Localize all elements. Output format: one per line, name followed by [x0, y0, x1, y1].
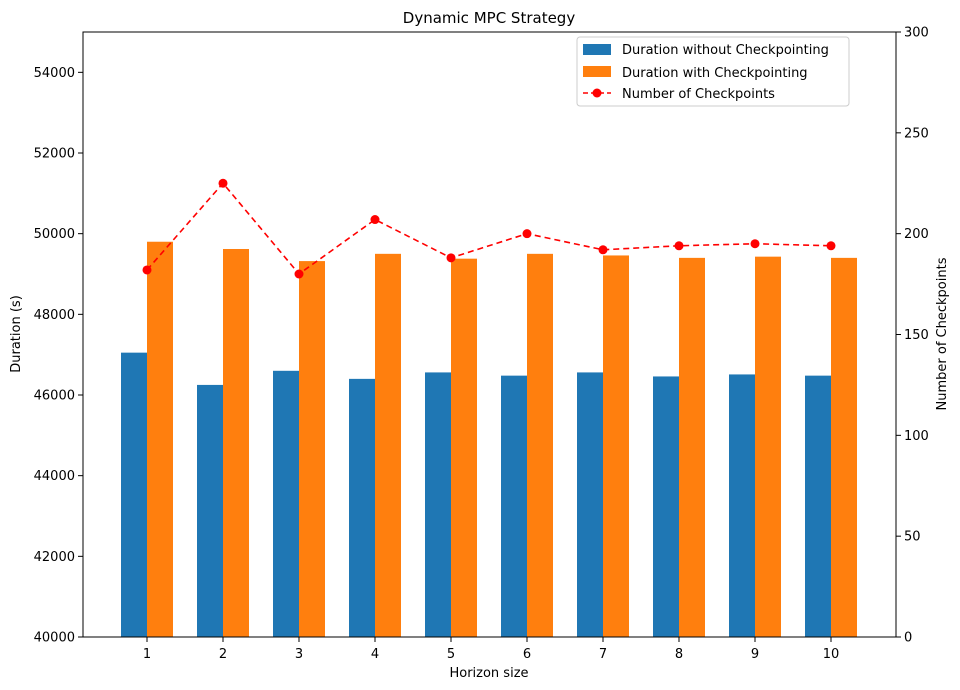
checkpoint-point-3 [294, 269, 304, 279]
x-axis: 1 2 3 4 5 6 7 8 9 10 [143, 637, 839, 662]
y-tick-label-46000: 46000 [34, 389, 75, 404]
y2-tick-label-200: 200 [904, 227, 929, 242]
y2-tick-label-250: 250 [904, 126, 929, 141]
bar-without-8 [653, 376, 679, 637]
bar-with-7 [603, 255, 629, 638]
checkpoints-line [146, 182, 832, 276]
y-tick-label-44000: 44000 [34, 469, 75, 484]
legend-label-checkpoints: Number of Checkpoints [622, 87, 775, 102]
bar-with-2 [223, 248, 249, 637]
y-tick-label-54000: 54000 [34, 66, 75, 81]
y2-tick-label-50: 50 [904, 530, 921, 545]
bars-layer [121, 241, 857, 638]
bar-without-4 [349, 378, 375, 637]
chart-title: Dynamic MPC Strategy [403, 9, 576, 27]
bar-without-10 [805, 375, 831, 637]
y-tick-label-42000: 42000 [34, 550, 75, 565]
bar-without-5 [425, 372, 451, 637]
checkpoint-point-1 [142, 265, 152, 275]
y-tick-label-50000: 50000 [34, 227, 75, 242]
x-tick-label-4: 4 [371, 647, 379, 662]
y-axis-label: Duration (s) [9, 295, 24, 373]
bar-without-7 [577, 372, 603, 637]
y-tick-label-52000: 52000 [34, 147, 75, 162]
bar-with-9 [755, 256, 781, 637]
x-tick-label-8: 8 [675, 647, 683, 662]
y2-tick-label-100: 100 [904, 429, 929, 444]
bar-with-1 [147, 241, 173, 637]
x-tick-label-7: 7 [599, 647, 607, 662]
x-tick-label-10: 10 [823, 647, 840, 662]
y-axis-left: 40000 42000 44000 46000 48000 50000 52000 54000 [34, 66, 83, 646]
checkpoint-point-8 [674, 241, 684, 251]
legend-box [576, 36, 850, 107]
checkpoint-point-9 [750, 239, 760, 249]
checkpoint-point-6 [522, 229, 532, 239]
legend-label-with: Duration with Checkpointing [622, 66, 808, 81]
checkpoint-point-5 [446, 253, 456, 263]
y-axis-right: 0 50 100 150 200 250 300 [896, 26, 929, 646]
x-tick-label-5: 5 [447, 647, 455, 662]
y2-tick-label-150: 150 [904, 328, 929, 343]
x-tick-label-3: 3 [295, 647, 303, 662]
legend-swatch-checkpoints-marker [592, 88, 602, 98]
bar-with-4 [375, 253, 401, 638]
bar-with-10 [831, 257, 857, 637]
line-layer [142, 178, 836, 279]
y2-axis-label: Number of Checkpoints [935, 257, 950, 410]
bar-with-8 [679, 257, 705, 637]
y2-tick-label-300: 300 [904, 26, 929, 41]
x-tick-label-2: 2 [219, 647, 227, 662]
legend-swatch-with [583, 66, 611, 77]
checkpoint-point-7 [598, 245, 608, 255]
bar-without-6 [501, 375, 527, 637]
checkpoint-point-10 [826, 241, 836, 251]
bar-without-1 [121, 352, 147, 637]
x-axis-label: Horizon size [449, 666, 528, 681]
bar-without-2 [197, 384, 223, 637]
y-tick-label-48000: 48000 [34, 308, 75, 323]
bar-with-6 [527, 253, 553, 638]
bar-without-9 [729, 374, 755, 637]
legend-label-without: Duration without Checkpointing [622, 43, 829, 58]
x-tick-label-6: 6 [523, 647, 531, 662]
checkpoint-point-2 [218, 178, 228, 188]
x-tick-label-1: 1 [143, 647, 151, 662]
y-tick-label-40000: 40000 [34, 631, 75, 646]
checkpoint-point-4 [370, 215, 380, 225]
bar-with-5 [451, 258, 477, 637]
legend: Duration without Checkpointing Duration … [576, 36, 850, 107]
legend-swatch-without [583, 44, 611, 55]
y2-tick-label-0: 0 [904, 631, 912, 646]
bar-with-3 [299, 261, 325, 637]
x-tick-label-9: 9 [751, 647, 759, 662]
bar-without-3 [273, 370, 299, 637]
